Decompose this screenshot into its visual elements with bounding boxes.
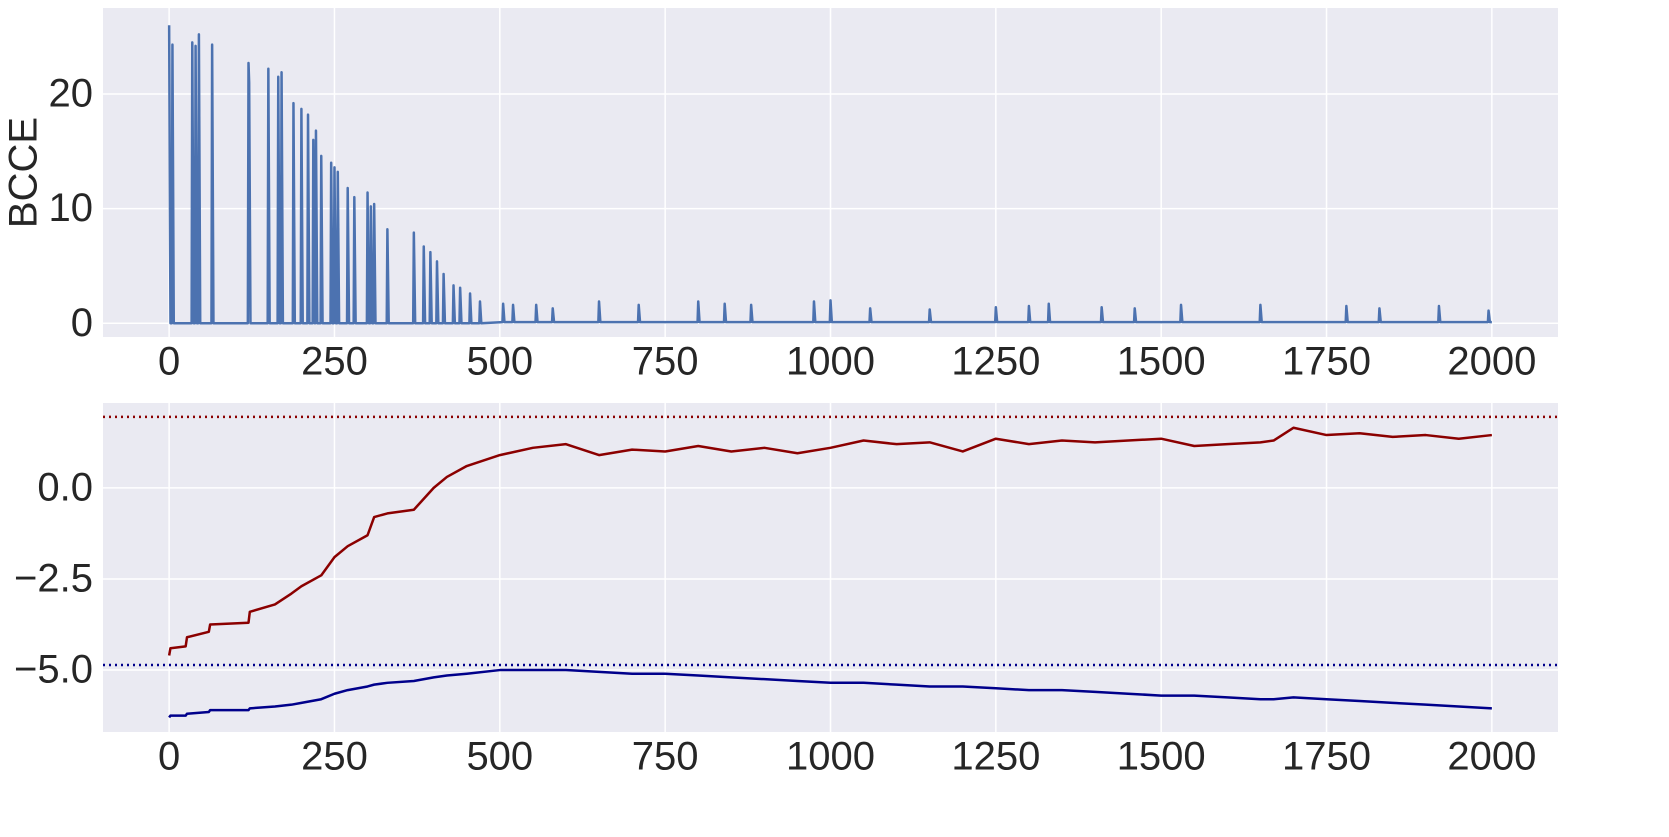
x-tick-label: 1500 (1117, 735, 1206, 779)
x-tick-label: 1000 (786, 735, 875, 779)
y-tick-label: −5.0 (14, 648, 93, 692)
x-tick-label: 250 (301, 340, 368, 384)
x-tick-label: 1750 (1282, 735, 1371, 779)
y-tick-label: −2.5 (14, 557, 93, 601)
x-tick-label: 750 (632, 340, 699, 384)
data-line (167, 25, 1492, 325)
data-line (167, 426, 1492, 656)
x-tick-label: 2000 (1447, 340, 1536, 384)
x-tick-label: 0 (158, 735, 180, 779)
y-axis-label: BCCE (2, 117, 46, 228)
y-tick-label: 20 (49, 72, 94, 116)
x-tick-label: 1750 (1282, 340, 1371, 384)
data-line (168, 668, 1492, 719)
x-tick-label: 1500 (1117, 340, 1206, 384)
subplot: 0 250 500 750 1000 1250 1500 1750 2000 −5.0 −2.5 0.… (14, 403, 1558, 779)
x-tick-label: 1250 (951, 735, 1040, 779)
x-tick-label: 1250 (951, 340, 1040, 384)
y-tick-label: 10 (49, 186, 94, 230)
y-tick-label: 0 (71, 301, 93, 345)
x-tick-label: 0 (158, 340, 180, 384)
x-tick-label: 750 (632, 735, 699, 779)
x-tick-label: 500 (466, 735, 533, 779)
x-tick-label: 1000 (786, 340, 875, 384)
x-tick-label: 250 (301, 735, 368, 779)
x-tick-label: 2000 (1447, 735, 1536, 779)
x-tick-label: 500 (466, 340, 533, 384)
y-tick-label: 0.0 (37, 465, 93, 509)
